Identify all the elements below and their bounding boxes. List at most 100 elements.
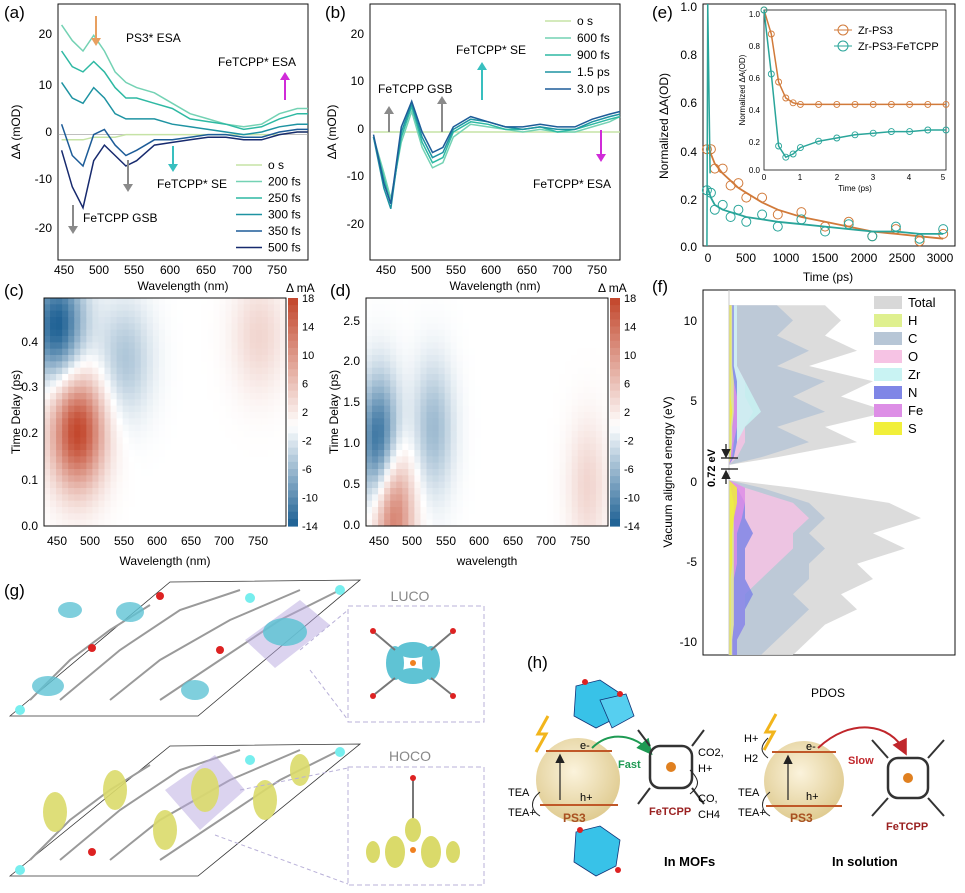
heatmap-cell [535, 482, 542, 489]
heatmap-cell [414, 456, 421, 463]
heatmap-cell [171, 304, 178, 311]
heatmap-cell [469, 469, 476, 476]
heatmap-cell [511, 406, 518, 413]
heatmap-cell [523, 463, 530, 470]
heatmap-cell [195, 513, 202, 520]
heatmap-cell [250, 475, 257, 482]
panel-f-ytick: -10 [680, 635, 698, 649]
heatmap-cell [511, 336, 518, 343]
heatmap-cell [414, 361, 421, 368]
heatmap-cell [56, 304, 63, 311]
heatmap-cell [56, 361, 63, 368]
heatmap-cell [572, 513, 579, 520]
heatmap-cell [535, 507, 542, 514]
heatmap-cell [517, 463, 524, 470]
heatmap-cell [262, 330, 269, 337]
heatmap-cell [80, 330, 87, 337]
hoco-orbital-lobe [191, 768, 219, 812]
heatmap-cell [572, 469, 579, 476]
heatmap-cell [68, 418, 75, 425]
heatmap-cell [165, 330, 172, 337]
heatmap-cell [390, 482, 397, 489]
panel-f-ytick: 10 [684, 314, 698, 328]
heatmap-cell [50, 368, 57, 375]
heatmap-cell [123, 513, 130, 520]
panel-d-xticks: 450 500 550 600 650 700 750 [369, 534, 590, 548]
heatmap-cell [183, 513, 190, 520]
heatmap-cell [372, 513, 379, 520]
heatmap-cell [499, 406, 506, 413]
heatmap-cell [268, 361, 275, 368]
heatmap-cell [189, 342, 196, 349]
heatmap-cell [499, 393, 506, 400]
heatmap-cell [98, 349, 105, 356]
colorbar-step [610, 369, 620, 377]
heatmap-cell [493, 450, 500, 457]
heatmap-cell [427, 494, 434, 501]
heatmap-cell [250, 431, 257, 438]
heatmap-cell [62, 374, 69, 381]
heatmap-cell [372, 456, 379, 463]
colorbar-step [610, 490, 620, 498]
heatmap-cell [111, 482, 118, 489]
heatmap-cell [439, 469, 446, 476]
heatmap-cell [98, 298, 105, 305]
heatmap-cell [541, 349, 548, 356]
heatmap-cell [505, 349, 512, 356]
heatmap-cell [232, 482, 239, 489]
heatmap-cell [274, 463, 281, 470]
heatmap-cell [123, 501, 130, 508]
heatmap-cell [189, 330, 196, 337]
colorbar-step [610, 469, 620, 477]
panel-h: (h) e- h+ PS3 Fast TEA TEA+ [508, 653, 944, 876]
heatmap-cell [529, 393, 536, 400]
heatmap-cell [548, 374, 555, 381]
heatmap-cell [274, 513, 281, 520]
colorbar-step [288, 405, 298, 413]
heatmap-cell [165, 437, 172, 444]
mof-hplus: H+ [698, 763, 712, 775]
hoco-lobe [446, 841, 460, 863]
colorbar-tick: 2 [302, 407, 308, 419]
heatmap-cell [244, 323, 251, 330]
heatmap-cell [433, 368, 440, 375]
heatmap-cell [457, 311, 464, 318]
heatmap-cell [548, 368, 555, 375]
heatmap-cell [402, 425, 409, 432]
heatmap-cell [384, 323, 391, 330]
heatmap-cell [457, 418, 464, 425]
heatmap-cell [560, 444, 567, 451]
heatmap-cell [499, 425, 506, 432]
heatmap-cell [396, 361, 403, 368]
heatmap-cell [487, 437, 494, 444]
heatmap-cell [396, 482, 403, 489]
panel-e-ylabel: Normalized ΔA(OD) [657, 73, 671, 179]
heatmap-cell [274, 368, 281, 375]
heatmap-cell [62, 488, 69, 495]
heatmap-cell [427, 368, 434, 375]
atom-zr [335, 585, 345, 595]
atom-o [216, 646, 224, 654]
legend-label: 500 fs [268, 241, 301, 255]
heatmap-cell [427, 450, 434, 457]
heatmap-cell [135, 444, 142, 451]
heatmap-cell [390, 507, 397, 514]
heatmap-cell [201, 393, 208, 400]
heatmap-cell [189, 469, 196, 476]
heatmap-cell [244, 336, 251, 343]
gap-label: 0.72 eV [706, 448, 718, 487]
atom-zr [15, 865, 25, 875]
heatmap-cell [232, 469, 239, 476]
fast-label: Fast [618, 759, 641, 771]
heatmap-cell [189, 507, 196, 514]
heatmap-cell [366, 425, 373, 432]
heatmap-cell [378, 342, 385, 349]
heatmap-cell [56, 406, 63, 413]
heatmap-cell [378, 469, 385, 476]
heatmap-cell [50, 380, 57, 387]
heatmap-cell [463, 425, 470, 432]
heatmap-cell [469, 330, 476, 337]
heatmap-cell [123, 393, 130, 400]
heatmap-cell [475, 342, 482, 349]
heatmap-cell [578, 450, 585, 457]
